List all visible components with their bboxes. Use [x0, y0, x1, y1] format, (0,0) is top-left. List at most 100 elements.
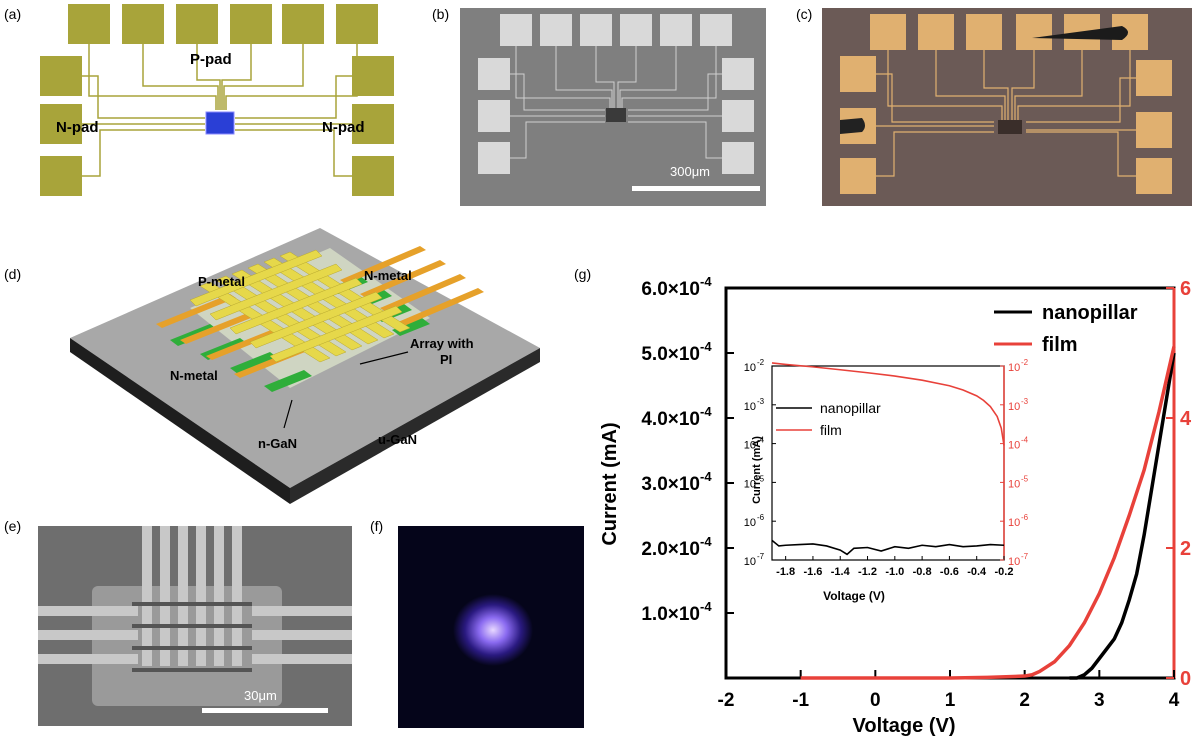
- legend-label-film: film: [1042, 334, 1078, 356]
- y-left-tick-label: 3.0×10: [641, 474, 700, 495]
- panel-label-g: (g): [574, 266, 592, 282]
- p-metal-label: P-metal: [198, 274, 245, 289]
- x-tick-label: 0: [870, 690, 881, 711]
- inset-y-right-tick-exp: -6: [1021, 513, 1029, 522]
- inset-y-right-tick-exp: -7: [1021, 552, 1029, 561]
- inset-frame: [771, 365, 1005, 561]
- series-line-film: [800, 346, 1176, 680]
- panel-e-sem-image: 30μm: [38, 526, 352, 726]
- x-tick-label: -2: [718, 690, 735, 711]
- inset-y-right-tick-exp: -3: [1021, 397, 1029, 406]
- inset-y-tick-label: 10: [744, 401, 756, 413]
- inset-x-tick-label: -1.4: [831, 566, 851, 578]
- panel-e-scale-label: 30μm: [244, 688, 277, 703]
- inset-y-right-tick-label: 10: [1008, 401, 1020, 413]
- panel-label-d: (d): [4, 266, 22, 282]
- legend-label-nanopillar: nanopillar: [1042, 302, 1138, 324]
- inset-y-right-tick-exp: -5: [1021, 474, 1029, 483]
- panel-b-sem-image: 300μm: [460, 8, 766, 206]
- panel-label-f: (f): [370, 518, 384, 534]
- panel-label-e: (e): [4, 518, 22, 534]
- y-left-tick-exponent: -4: [700, 599, 712, 614]
- x-tick-label: 4: [1169, 690, 1180, 711]
- y-right-tick-label: 4: [1180, 408, 1192, 430]
- inset-x-tick-label: -1.2: [858, 566, 877, 578]
- x-tick-label: 1: [945, 690, 956, 711]
- inset-y-tick-label: 10: [744, 362, 756, 374]
- panel-label-b: (b): [432, 6, 450, 22]
- panel-b-scale-label: 300μm: [670, 164, 710, 179]
- inset-x-tick-label: -0.6: [940, 566, 959, 578]
- y-right-tick-label: 2: [1180, 538, 1191, 560]
- inset-x-axis-label: Voltage (V): [823, 589, 885, 603]
- panel-label-a: (a): [4, 6, 22, 22]
- emission-spot: [453, 594, 533, 666]
- p-pad-label: P-pad: [190, 51, 232, 68]
- panel-label-c: (c): [796, 6, 813, 22]
- y-left-tick-exponent: -4: [700, 274, 712, 289]
- n-metal-left-label: N-metal: [170, 368, 218, 383]
- y-left-tick-label: 5.0×10: [641, 344, 700, 365]
- x-axis-label: Voltage (V): [853, 715, 956, 737]
- inset-y-tick-label: 10: [744, 478, 756, 490]
- y-left-tick-exponent: -4: [700, 534, 712, 549]
- inset-x-tick-label: -0.4: [967, 566, 987, 578]
- y-right-tick-label: 6: [1180, 278, 1191, 300]
- panel-d-schematic: P-metal N-metal N-metal Array with PI n-…: [70, 228, 540, 504]
- inset-y-right-tick-exp: -2: [1021, 358, 1029, 367]
- inset-series-line-film: [771, 362, 1005, 446]
- array-label: Array with: [410, 336, 474, 351]
- probe-tip-left: [840, 118, 865, 134]
- panel-e-scale-bar: [202, 708, 328, 713]
- inset-y-tick-label: 10: [744, 440, 756, 452]
- x-tick-label: -1: [792, 690, 809, 711]
- inset-y-right-tick-label: 10: [1008, 556, 1020, 568]
- inset-x-tick-label: -0.2: [995, 566, 1014, 578]
- y-right-tick-label: 0: [1180, 668, 1191, 690]
- y-left-tick-exponent: -4: [700, 404, 712, 419]
- y-left-tick-exponent: -4: [700, 469, 712, 484]
- inset-y-axis-label: Current (mA): [751, 436, 763, 504]
- inset-y-right-tick-exp: -4: [1021, 436, 1029, 445]
- panel-b-scale-bar: [632, 186, 760, 191]
- inset-x-tick-label: -1.0: [885, 566, 904, 578]
- probe-tip-top: [1032, 26, 1128, 40]
- inset-x-tick-label: -1.8: [776, 566, 795, 578]
- n-pad-left-label: N-pad: [56, 119, 99, 136]
- y-left-tick-label: 2.0×10: [641, 539, 700, 560]
- panel-a-layout-diagram: P-pad N-pad N-pad: [40, 4, 394, 196]
- main-legend: nanopillar film: [994, 302, 1138, 356]
- inset-y-right-tick-label: 10: [1008, 440, 1020, 452]
- inset-y-tick-exp: -5: [757, 474, 765, 483]
- panel-g-iv-chart: -2 -1 0 1 2 3 46.0×10 -45.0×10 -44.0×10 -43.0×10-…: [599, 274, 1192, 737]
- inset-y-tick-exp: -4: [757, 436, 765, 445]
- n-pad-right-label: N-pad: [322, 119, 365, 136]
- inset-x-tick-label: -1.6: [803, 566, 822, 578]
- y-left-tick-label: 1.0×10: [641, 604, 700, 625]
- panel-c-optical-image: [822, 8, 1192, 206]
- inset-legend-label-nanopillar: nanopillar: [820, 400, 881, 416]
- inset-y-tick-label: 10: [744, 556, 756, 568]
- inset-x-tick-label: -0.8: [913, 566, 932, 578]
- array-pi-label: PI: [440, 352, 452, 367]
- inset-y-tick-exp: -2: [757, 358, 765, 367]
- y-left-tick-label: 4.0×10: [641, 409, 700, 430]
- y-left-tick-exponent: -4: [700, 339, 712, 354]
- series-line-nanopillar: [1069, 352, 1176, 680]
- y-left-tick-label: 6.0×10: [641, 279, 700, 300]
- inset-legend-label-film: film: [820, 422, 842, 438]
- inset-y-right-tick-label: 10: [1008, 517, 1020, 529]
- panel-f-emission-image: [398, 526, 584, 728]
- inset-y-right-tick-label: 10: [1008, 362, 1020, 374]
- inset-y-tick-exp: -6: [757, 513, 765, 522]
- y-axis-label: Current (mA): [599, 422, 621, 545]
- u-gan-label: u-GaN: [378, 432, 417, 447]
- inset-y-tick-exp: -3: [757, 397, 765, 406]
- x-tick-label: 2: [1019, 690, 1030, 711]
- inset-y-right-tick-label: 10: [1008, 478, 1020, 490]
- n-metal-top-label: N-metal: [364, 268, 412, 283]
- inset-legend: nanopillar film: [776, 400, 881, 438]
- inset-y-tick-exp: -7: [757, 552, 765, 561]
- n-gan-label: n-GaN: [258, 436, 297, 451]
- x-tick-label: 3: [1094, 690, 1105, 711]
